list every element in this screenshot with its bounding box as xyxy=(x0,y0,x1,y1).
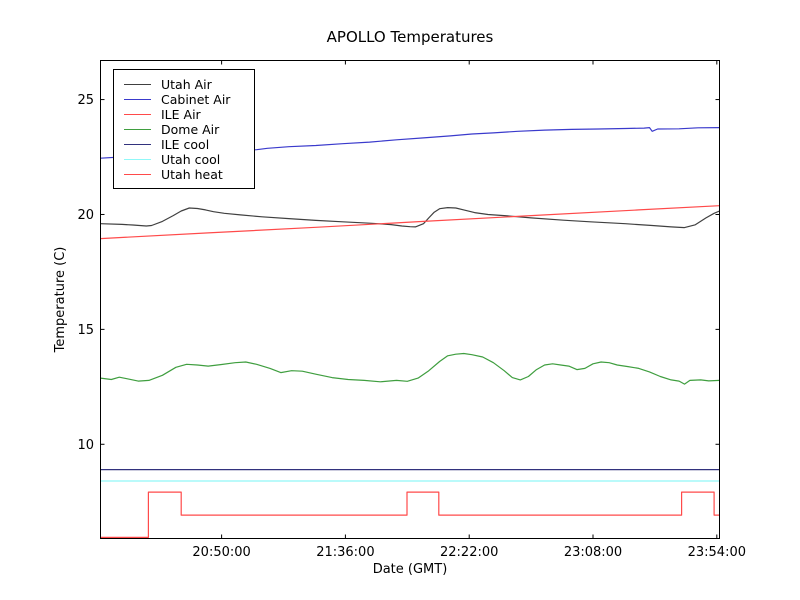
series-line-utah-heat xyxy=(100,491,720,539)
chart-title: APOLLO Temperatures xyxy=(327,28,494,46)
y-tick-label: 25 xyxy=(77,93,94,108)
legend-label: Cabinet Air xyxy=(161,92,231,107)
x-tick-label: 21:36:00 xyxy=(316,545,374,560)
x-tick-label: 20:50:00 xyxy=(192,545,250,560)
legend-line-sample xyxy=(124,144,151,145)
y-tick-label: 15 xyxy=(77,323,94,338)
legend-label: Dome Air xyxy=(161,122,220,137)
legend-item-cabinet-air: Cabinet Air xyxy=(124,92,244,107)
series-line-dome-air xyxy=(100,352,720,385)
legend-label: Utah cool xyxy=(161,152,221,167)
series-group xyxy=(100,126,720,539)
legend-line-sample xyxy=(124,114,151,115)
y-tick-label: 10 xyxy=(77,438,94,453)
legend-item-ile-cool: ILE cool xyxy=(124,137,244,152)
y-axis-title: Temperature (C) xyxy=(53,247,68,354)
x-tick-label: 23:54:00 xyxy=(688,545,746,560)
axis-ticks: 20:50:00 21:36:00 22:22:00 23:08:00 23:54:00… xyxy=(77,60,746,560)
x-tick-label: 22:22:00 xyxy=(440,545,498,560)
legend-label: ILE Air xyxy=(161,107,201,122)
legend-line-sample xyxy=(124,99,151,100)
series-line-ile-air xyxy=(100,205,720,240)
y-tick-label: 20 xyxy=(77,208,94,223)
legend-label: Utah heat xyxy=(161,167,223,182)
legend-line-sample xyxy=(124,174,151,175)
x-axis-title: Date (GMT) xyxy=(373,562,448,577)
legend-item-utah-cool: Utah cool xyxy=(124,152,244,167)
legend-item-utah-heat: Utah heat xyxy=(124,167,244,182)
legend: Utah Air Cabinet Air ILE Air Dome Air ILE co… xyxy=(113,69,255,189)
legend-line-sample xyxy=(124,159,151,160)
legend-item-dome-air: Dome Air xyxy=(124,122,244,137)
legend-item-utah-air: Utah Air xyxy=(124,77,244,92)
legend-label: ILE cool xyxy=(161,137,210,152)
legend-line-sample xyxy=(124,84,151,85)
legend-line-sample xyxy=(124,129,151,130)
legend-item-ile-air: ILE Air xyxy=(124,107,244,122)
x-tick-label: 23:08:00 xyxy=(564,545,622,560)
series-line-utah-air xyxy=(100,207,720,229)
plot-border xyxy=(100,60,720,539)
legend-label: Utah Air xyxy=(161,77,212,92)
